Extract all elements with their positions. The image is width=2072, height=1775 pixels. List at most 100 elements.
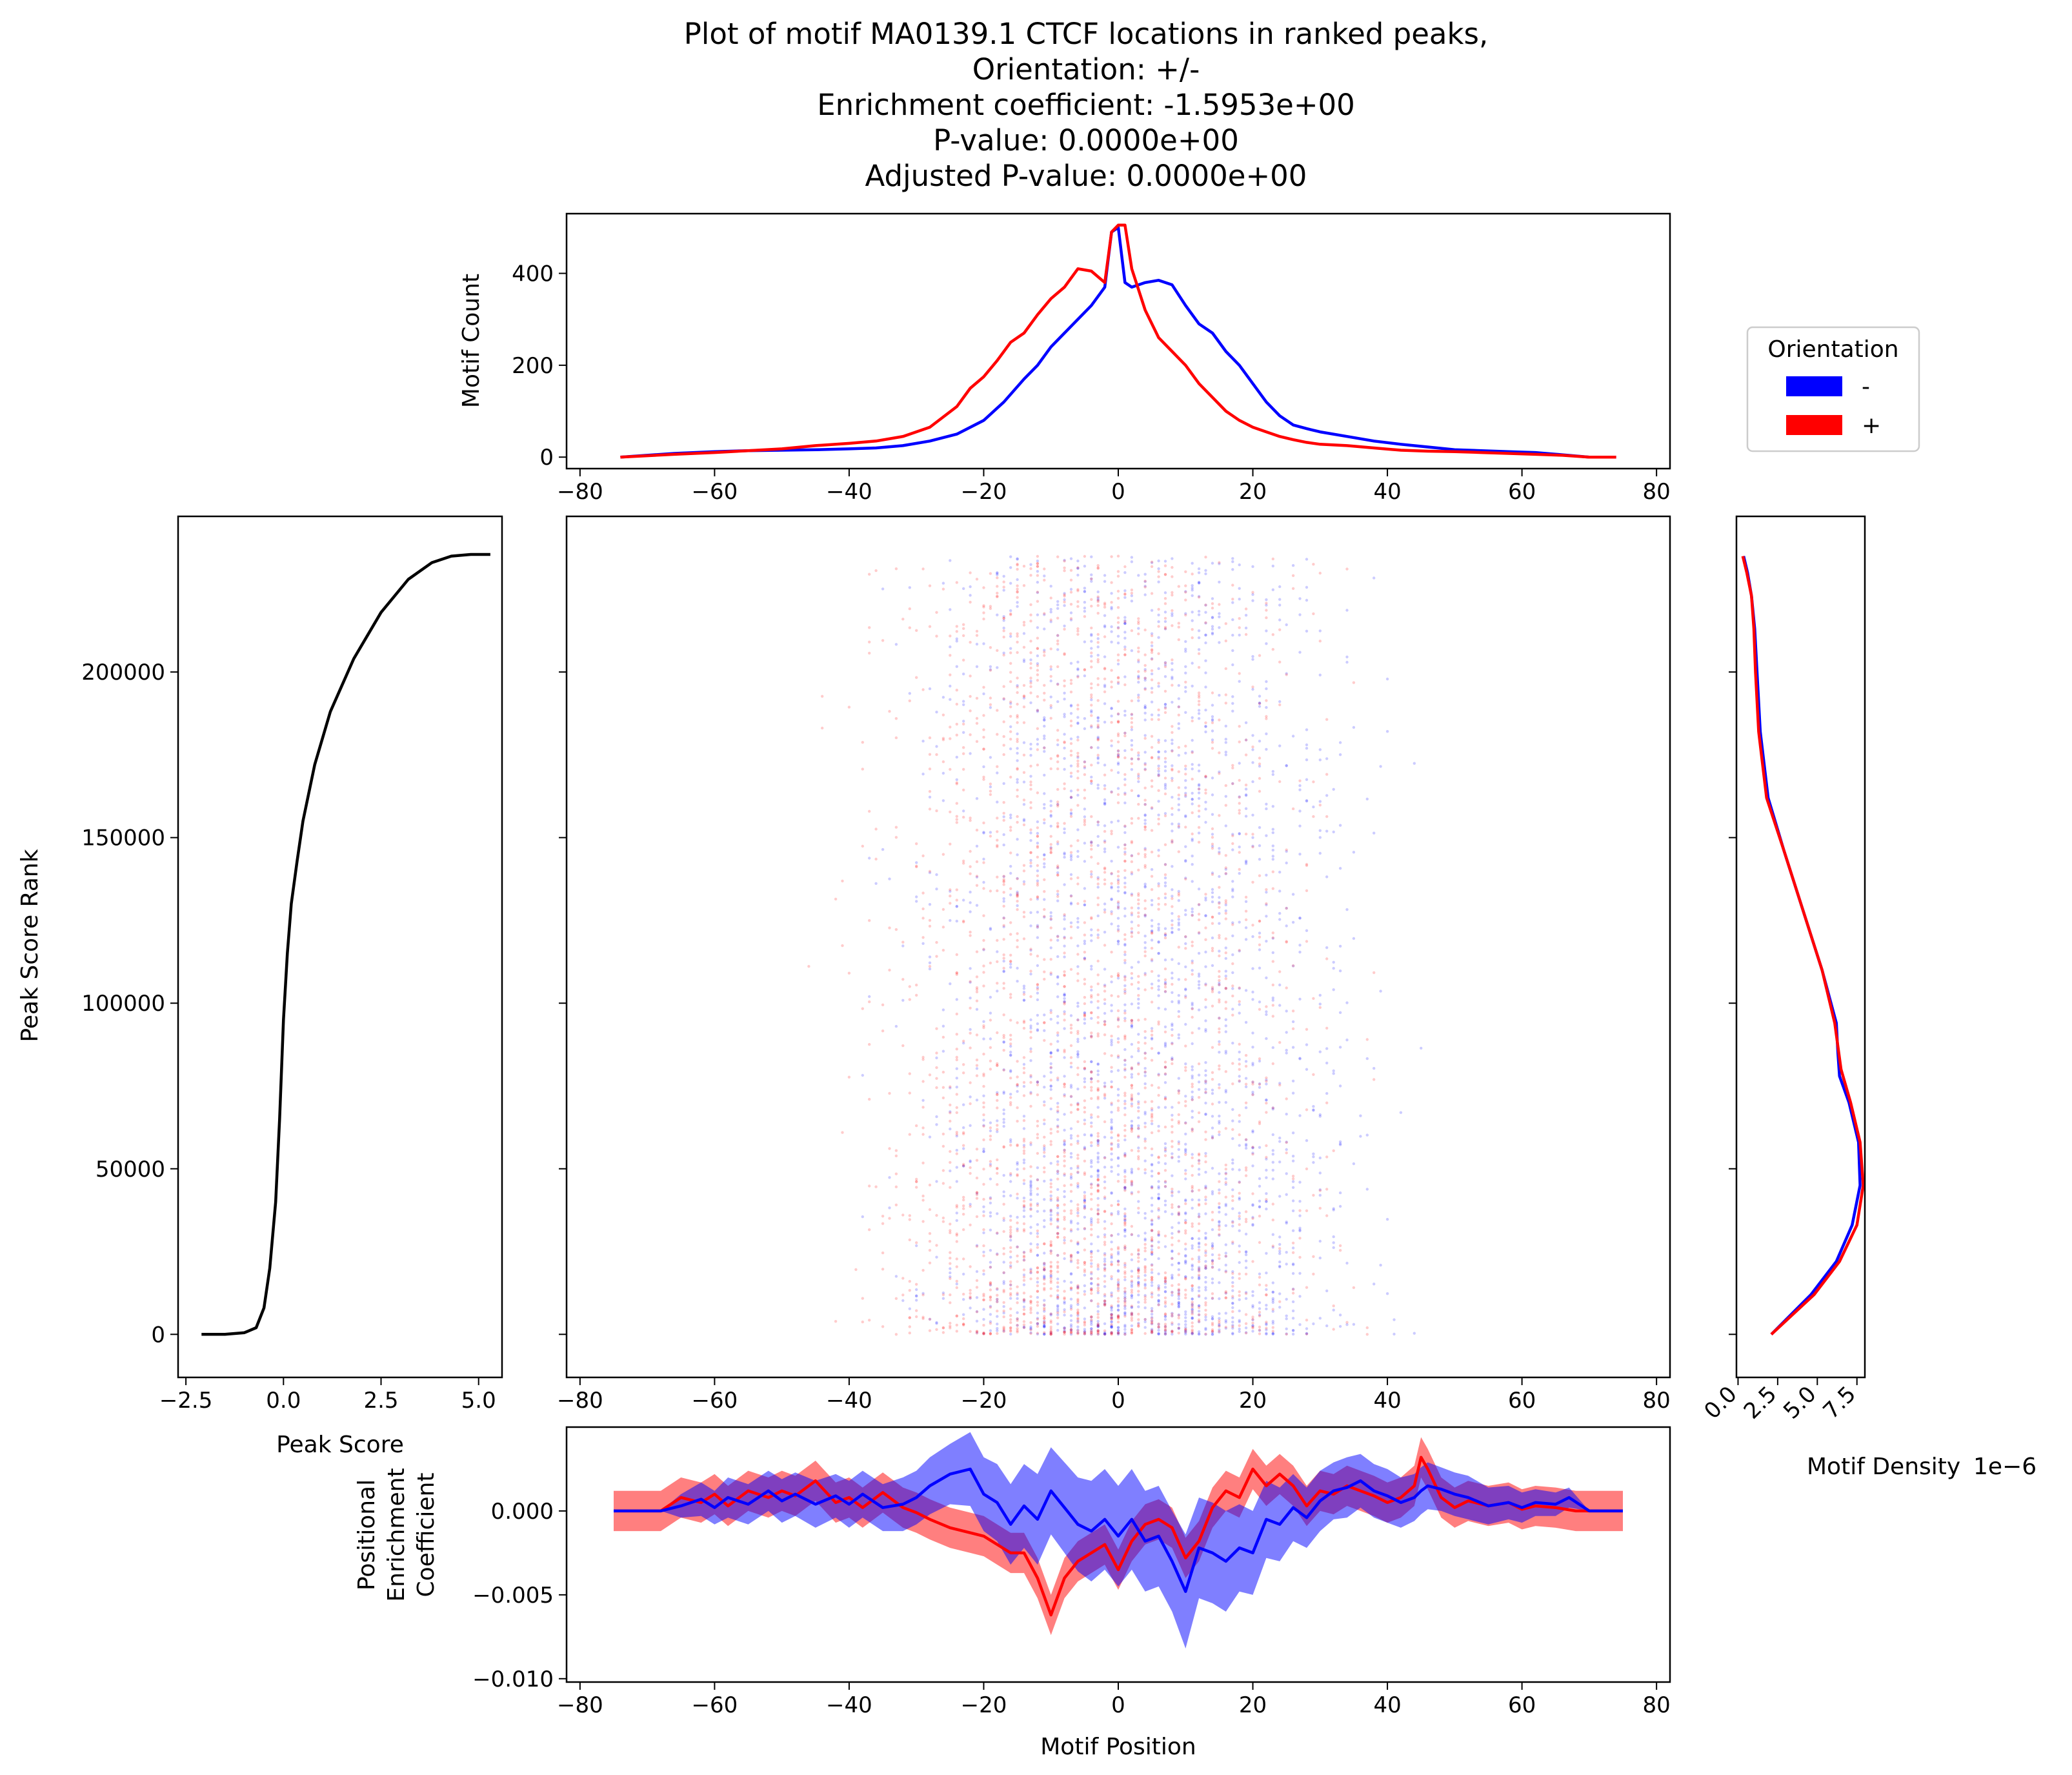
scatter-point (955, 1257, 959, 1261)
scatter-point (1238, 1181, 1241, 1184)
scatter-point (1076, 1209, 1080, 1212)
scatter-point (1123, 589, 1127, 593)
scatter-point (1063, 951, 1066, 955)
scatter-point (1238, 1062, 1241, 1066)
scatter-point (1049, 1217, 1052, 1221)
scatter-point (1231, 889, 1234, 893)
scatter-point (989, 1320, 992, 1323)
scatter-point (1002, 1315, 1005, 1319)
scatter-point (989, 1298, 992, 1302)
scatter-point (1083, 921, 1087, 924)
scatter-point (969, 1102, 972, 1106)
scatter-point (1224, 977, 1228, 980)
scatter-point (1029, 563, 1032, 566)
scatter-point (1163, 1290, 1167, 1293)
x-tick-label: −60 (692, 479, 738, 505)
scatter-point (1171, 1188, 1174, 1191)
scatter-point (1002, 1312, 1005, 1315)
scatter-point (1184, 1132, 1187, 1136)
scatter-point (982, 831, 985, 835)
scatter-point (1211, 915, 1214, 919)
scatter-point (1184, 1100, 1187, 1103)
scatter-point (1116, 676, 1120, 679)
scatter-point (1029, 1184, 1032, 1188)
scatter-point (1116, 1143, 1120, 1146)
scatter-point (1130, 1127, 1134, 1130)
scatter-point (989, 1162, 992, 1166)
scatter-point (1305, 799, 1309, 802)
scatter-point (1305, 1068, 1309, 1071)
scatter-point (1069, 1173, 1073, 1176)
scatter-point (1116, 1283, 1120, 1286)
scatter-point (1184, 1232, 1187, 1235)
scatter-point (982, 964, 985, 968)
scatter-point (1231, 618, 1234, 622)
scatter-point (1171, 769, 1174, 772)
scatter-point (1231, 1013, 1234, 1017)
scatter-point (1116, 1278, 1120, 1282)
scatter-point (1157, 1272, 1160, 1275)
scatter-point (996, 1315, 999, 1318)
scatter-point (1049, 1179, 1052, 1182)
scatter-point (1022, 1084, 1026, 1088)
scatter-point (1083, 903, 1087, 907)
scatter-point (1163, 884, 1167, 888)
scatter-point (1110, 1222, 1113, 1226)
scatter-point (1002, 720, 1005, 724)
scatter-point (1204, 725, 1207, 728)
scatter-point (1076, 804, 1080, 807)
scatter-point (1016, 966, 1019, 970)
scatter-point (1171, 731, 1174, 735)
scatter-point (1137, 794, 1140, 798)
scatter-point (1029, 911, 1032, 915)
scatter-point (1002, 619, 1005, 622)
scatter-point (1043, 1242, 1046, 1246)
scatter-point (949, 645, 952, 649)
scatter-point (1069, 1127, 1073, 1130)
scatter-point (1069, 1329, 1073, 1332)
scatter-point (1016, 795, 1019, 798)
scatter-point (1291, 1079, 1295, 1083)
scatter-point (1002, 957, 1005, 960)
scatter-point (1002, 698, 1005, 701)
scatter-point (1043, 1268, 1046, 1272)
scatter-point (1076, 1287, 1080, 1290)
scatter-point (1056, 1155, 1060, 1159)
scatter-point (1069, 1219, 1073, 1222)
scatter-point (1043, 1275, 1046, 1279)
scatter-point (1197, 594, 1201, 598)
scatter-point (1312, 780, 1315, 784)
scatter-point (1298, 788, 1302, 791)
scatter-point (1043, 1210, 1046, 1213)
scatter-point (1171, 1028, 1174, 1031)
scatter-point (1002, 615, 1005, 618)
scatter-point (1123, 1263, 1127, 1267)
scatter-point (1143, 585, 1147, 589)
scatter-point (1150, 1223, 1154, 1226)
scatter-point (1197, 648, 1201, 651)
scatter-point (975, 1310, 979, 1314)
scatter-point (1177, 1230, 1181, 1233)
scatter-point (1069, 712, 1073, 715)
scatter-point (1056, 642, 1060, 645)
scatter-point (1116, 642, 1120, 645)
scatter-point (1116, 720, 1120, 723)
scatter-point (1049, 851, 1052, 854)
scatter-point (1231, 1242, 1234, 1245)
scatter-point (928, 924, 932, 928)
scatter-point (1197, 931, 1201, 935)
scatter-point (1063, 740, 1066, 744)
scatter-point (1231, 1195, 1234, 1198)
scatter-point (1278, 1265, 1282, 1269)
scatter-point (1305, 1327, 1309, 1330)
scatter-point (1191, 1316, 1194, 1319)
scatter-point (1218, 1122, 1221, 1125)
scatter-point (1197, 903, 1201, 906)
scatter-point (1197, 1289, 1201, 1293)
scatter-point (1103, 1260, 1107, 1263)
scatter-point (982, 1332, 985, 1335)
scatter-point (1224, 1100, 1228, 1104)
title-line-1: Plot of motif MA0139.1 CTCF locations in… (684, 17, 1489, 51)
scatter-point (1076, 1317, 1080, 1320)
scatter-point (928, 1073, 932, 1077)
